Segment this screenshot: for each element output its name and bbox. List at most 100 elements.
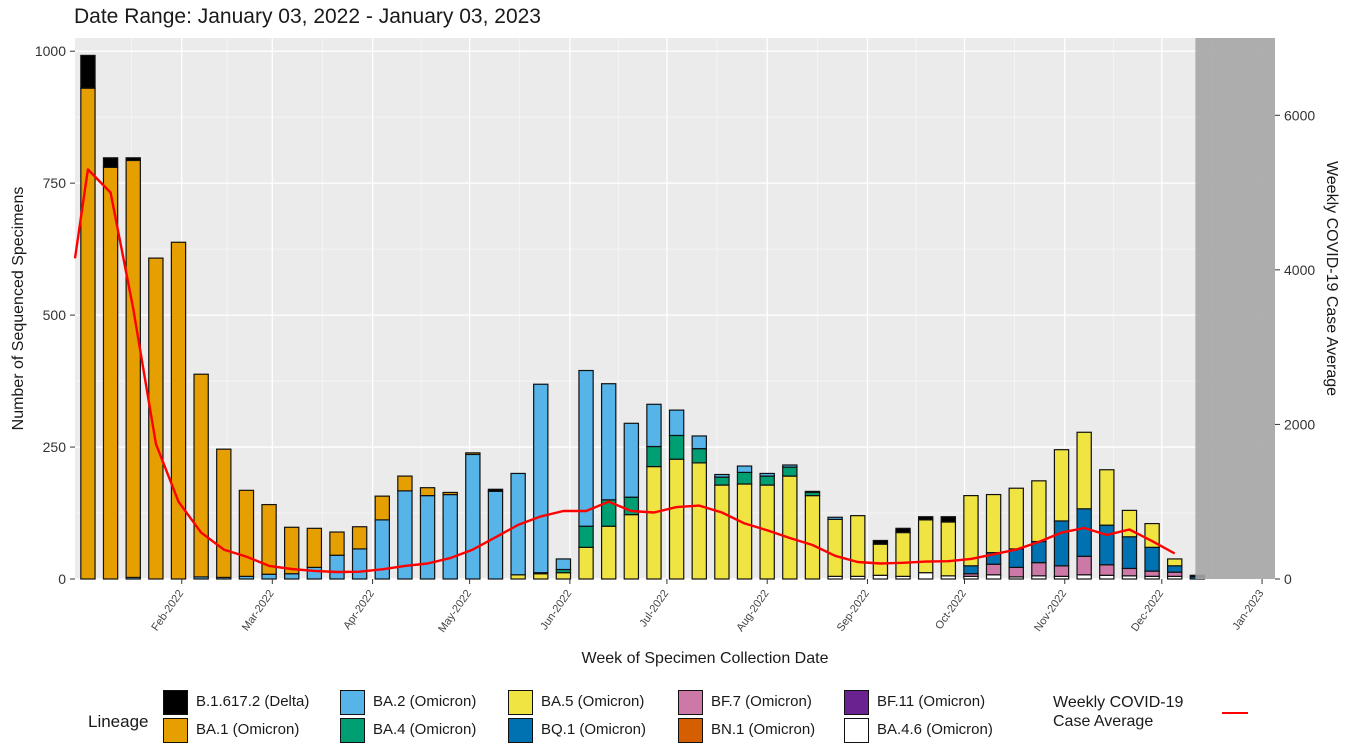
bar-segment bbox=[714, 473, 730, 478]
bar-segment bbox=[261, 573, 277, 580]
legend-key bbox=[508, 718, 533, 743]
bar-segment bbox=[736, 465, 753, 473]
chart-subtitle: Date Range: January 03, 2022 - January 0… bbox=[74, 5, 541, 28]
legend-key bbox=[508, 690, 533, 715]
bar-segment bbox=[985, 574, 1002, 580]
bar-stack bbox=[917, 516, 934, 580]
bar-stack bbox=[1167, 558, 1183, 580]
bar-segment bbox=[646, 465, 662, 580]
bar-stack bbox=[872, 539, 889, 580]
chart-area: 0 250 500 750 1000 0 2000 4000 6000 Feb-2022 Mar-2… bbox=[10, 38, 1340, 667]
legend-label: B.1.617.2 (Delta) bbox=[196, 693, 310, 710]
bar-segment bbox=[872, 543, 889, 576]
bar-segment bbox=[1031, 480, 1047, 543]
y-tick-label: 0 bbox=[58, 571, 66, 587]
legend-label: BA.2 (Omicron) bbox=[373, 693, 477, 710]
bar-stack bbox=[465, 452, 481, 580]
bar-stack bbox=[714, 473, 730, 580]
bar-segment bbox=[442, 491, 458, 496]
bar-segment bbox=[623, 422, 640, 498]
bar-stack bbox=[397, 475, 413, 580]
bar-segment bbox=[419, 487, 436, 497]
x-axis-title: Week of Specimen Collection Date bbox=[582, 650, 829, 667]
bar-stack bbox=[804, 490, 821, 580]
bar-stack bbox=[306, 527, 323, 580]
shaded-incomplete-region bbox=[1195, 38, 1275, 579]
bar-segment bbox=[397, 475, 413, 492]
bar-stack bbox=[895, 527, 911, 580]
case-legend-label-line2: Case Average bbox=[1053, 713, 1154, 730]
bar-stack bbox=[1099, 469, 1115, 580]
bar-stack bbox=[578, 369, 594, 580]
x-tick-label: May-2022 bbox=[436, 588, 474, 635]
bar-segment bbox=[714, 476, 730, 486]
x-tick-label: Nov-2022 bbox=[1032, 588, 1069, 634]
bar-segment bbox=[1076, 555, 1092, 576]
bar-stack bbox=[850, 515, 866, 580]
legend-key bbox=[163, 718, 188, 743]
bar-stack bbox=[148, 257, 164, 580]
bar-segment bbox=[80, 87, 96, 580]
bar-segment bbox=[216, 448, 232, 579]
y-axis-title: Number of Sequenced Specimens bbox=[10, 187, 27, 431]
bar-stack bbox=[555, 558, 572, 580]
bar-segment bbox=[442, 493, 458, 580]
bar-stack bbox=[668, 409, 685, 580]
bar-segment bbox=[736, 471, 753, 485]
bar-segment bbox=[804, 490, 821, 494]
x-tick-label: Jul-2022 bbox=[637, 588, 671, 629]
bar-stack bbox=[623, 422, 640, 580]
bar-segment bbox=[1053, 520, 1070, 567]
bar-segment bbox=[374, 495, 390, 521]
bar-segment bbox=[510, 574, 526, 580]
bar-segment bbox=[238, 489, 255, 577]
bar-segment bbox=[351, 526, 368, 550]
legend-label: BA.1 (Omicron) bbox=[196, 721, 300, 738]
lineage-legend: Lineage B.1.617.2 (Delta) BA.1 (Omicron) B… bbox=[88, 690, 1028, 750]
legend-key bbox=[678, 718, 703, 743]
bar-segment bbox=[985, 493, 1002, 554]
bar-segment bbox=[1008, 566, 1024, 578]
bar-segment bbox=[1076, 574, 1092, 580]
bar-segment bbox=[1099, 524, 1115, 566]
bar-segment bbox=[533, 383, 549, 574]
bar-stack bbox=[102, 157, 119, 580]
legend-key bbox=[163, 690, 188, 715]
bar-stack bbox=[170, 241, 187, 580]
y-tick-label: 500 bbox=[43, 307, 67, 323]
bar-segment bbox=[827, 518, 843, 577]
x-tick-label: Mar-2022 bbox=[240, 588, 277, 633]
y2-tick-label: 0 bbox=[1284, 571, 1292, 587]
bar-segment bbox=[1099, 564, 1115, 576]
bar-segment bbox=[691, 448, 707, 464]
bar-segment bbox=[940, 521, 957, 577]
x-tick-label: Dec-2022 bbox=[1129, 588, 1166, 634]
y2-tick-label: 2000 bbox=[1284, 416, 1315, 432]
legend-label: BQ.1 (Omicron) bbox=[541, 721, 647, 738]
bar-segment bbox=[1008, 487, 1024, 550]
bar-segment bbox=[917, 572, 934, 580]
bar-segment bbox=[600, 525, 617, 580]
bar-segment bbox=[872, 539, 889, 545]
bar-segment bbox=[578, 525, 594, 548]
bar-segment bbox=[193, 373, 209, 578]
bar-stack bbox=[1121, 509, 1138, 580]
bar-stack bbox=[238, 489, 255, 580]
bar-stack bbox=[1031, 480, 1047, 580]
bar-segment bbox=[895, 531, 911, 577]
bar-segment bbox=[555, 572, 572, 580]
bar-segment bbox=[917, 516, 934, 521]
bar-stack bbox=[985, 493, 1002, 580]
bar-segment bbox=[940, 516, 957, 523]
bar-segment bbox=[850, 515, 866, 577]
x-tick-label: Sep-2022 bbox=[835, 588, 872, 634]
bar-segment bbox=[351, 548, 368, 580]
bar-segment bbox=[1031, 562, 1047, 577]
bar-segment bbox=[1121, 567, 1138, 577]
legend-key bbox=[340, 718, 365, 743]
case-average-legend: Weekly COVID-19 Case Average bbox=[1053, 693, 1183, 731]
bar-segment bbox=[1076, 508, 1092, 557]
legend-label: BA.4.6 (Omicron) bbox=[877, 721, 993, 738]
bar-segment bbox=[283, 573, 300, 580]
y-tick-label: 250 bbox=[43, 439, 67, 455]
